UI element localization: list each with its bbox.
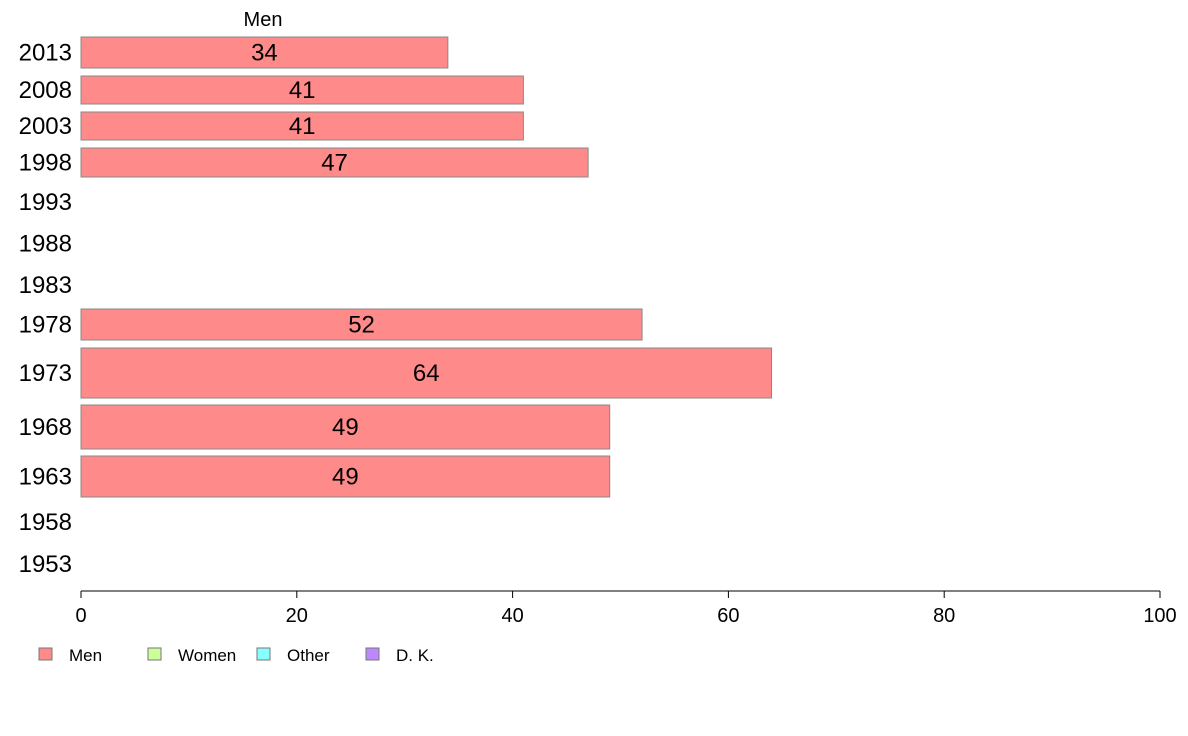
bar — [80, 308, 643, 341]
bar-value-label: 64 — [413, 360, 440, 387]
category-label: 1953 — [19, 551, 72, 578]
bar — [80, 147, 589, 178]
bar-value-label: 47 — [321, 150, 348, 177]
category-label: 2003 — [19, 113, 72, 140]
column-header-label: Men — [244, 9, 283, 31]
bar-value-label: 34 — [251, 40, 278, 67]
bar-value-label: 41 — [289, 113, 316, 140]
bar — [80, 347, 773, 399]
category-label: 1973 — [19, 360, 72, 387]
legend-label: Men — [69, 646, 102, 665]
legend-swatch — [147, 647, 162, 661]
bar — [80, 75, 524, 105]
bar-value-label: 49 — [332, 464, 359, 491]
category-label: 1983 — [19, 272, 72, 299]
x-tick-label: 60 — [717, 605, 739, 627]
bar — [80, 111, 524, 141]
category-label: 1988 — [19, 231, 72, 258]
category-label: 2008 — [19, 77, 72, 104]
legend-label: Other — [287, 646, 330, 665]
x-tick-label: 100 — [1143, 605, 1176, 627]
bar — [80, 36, 449, 69]
bar — [80, 404, 611, 450]
legend-swatch — [365, 647, 380, 661]
bar-value-label: 49 — [332, 414, 359, 441]
category-label: 1968 — [19, 414, 72, 441]
category-label: 1998 — [19, 150, 72, 177]
category-label: 2013 — [19, 40, 72, 67]
category-label: 1958 — [19, 509, 72, 536]
bar-value-label: 41 — [289, 77, 316, 104]
x-tick-label: 0 — [75, 605, 86, 627]
legend-label: D. K. — [396, 646, 434, 665]
x-tick-label: 40 — [501, 605, 523, 627]
legend-label: Women — [178, 646, 236, 665]
legend-swatch — [38, 647, 53, 661]
bar-value-label: 52 — [348, 312, 375, 339]
category-label: 1993 — [19, 189, 72, 216]
category-label: 1978 — [19, 312, 72, 339]
x-tick-label: 20 — [286, 605, 308, 627]
x-tick-label: 80 — [933, 605, 955, 627]
legend-swatch — [256, 647, 271, 661]
category-label: 1963 — [19, 464, 72, 491]
bar — [80, 455, 611, 498]
